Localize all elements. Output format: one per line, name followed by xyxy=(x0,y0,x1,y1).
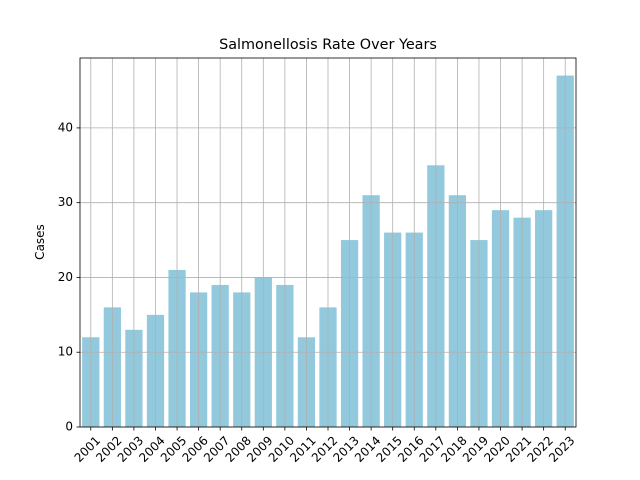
y-axis-label: Cases xyxy=(33,224,47,260)
y-tick-label: 30 xyxy=(58,195,73,209)
y-tick-label: 10 xyxy=(58,345,73,359)
y-tick-label: 40 xyxy=(58,120,73,134)
y-tick-label: 20 xyxy=(58,270,73,284)
chart-title: Salmonellosis Rate Over Years xyxy=(219,37,437,53)
plot-frame xyxy=(79,57,577,428)
y-tick-label: 0 xyxy=(65,420,73,434)
